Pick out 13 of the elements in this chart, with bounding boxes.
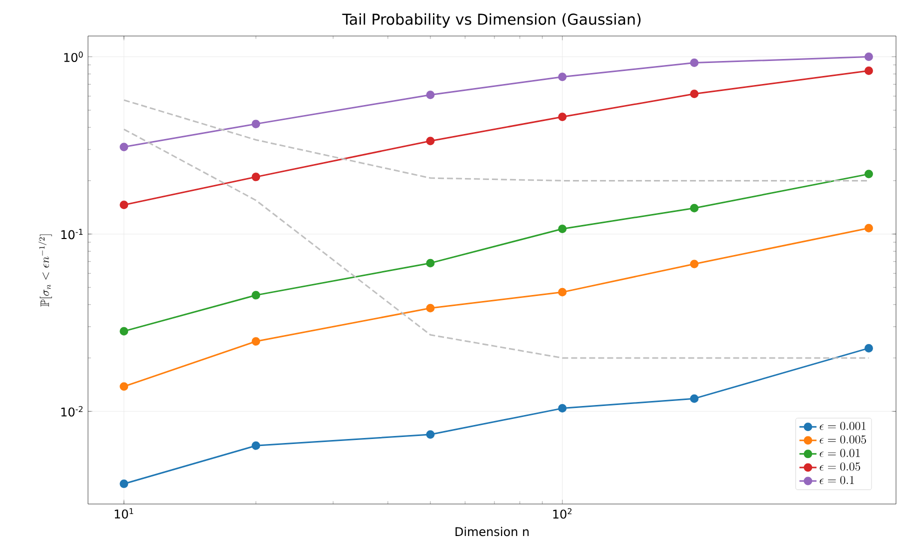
y-tick-label: 10$^{-1}$: [61, 228, 83, 240]
y-tick-label: 10$^{-2}$: [61, 406, 82, 417]
y-tick-label: 10$^{0}$: [64, 52, 83, 62]
y-axis-title: $\mathbb{P}[\sigma_n < \epsilon n^{-1/2}]$: [38, 234, 52, 307]
legend-label: $\epsilon = 0.05$: [820, 462, 860, 471]
legend-label: $\epsilon = 0.005$: [820, 435, 866, 444]
legend-label: $\epsilon = 0.1$: [820, 476, 854, 484]
x-tick-label: 10$^{2}$: [553, 508, 572, 519]
chart-title: Tail Probability vs Dimension (Gaussian): [342, 13, 641, 28]
x-axis-title: Dimension n: [456, 526, 529, 536]
legend-label: $\epsilon = 0.01$: [820, 448, 860, 458]
x-tick-label: 10$^{1}$: [114, 508, 134, 519]
legend-label: $\epsilon = 0.001$: [820, 422, 866, 430]
